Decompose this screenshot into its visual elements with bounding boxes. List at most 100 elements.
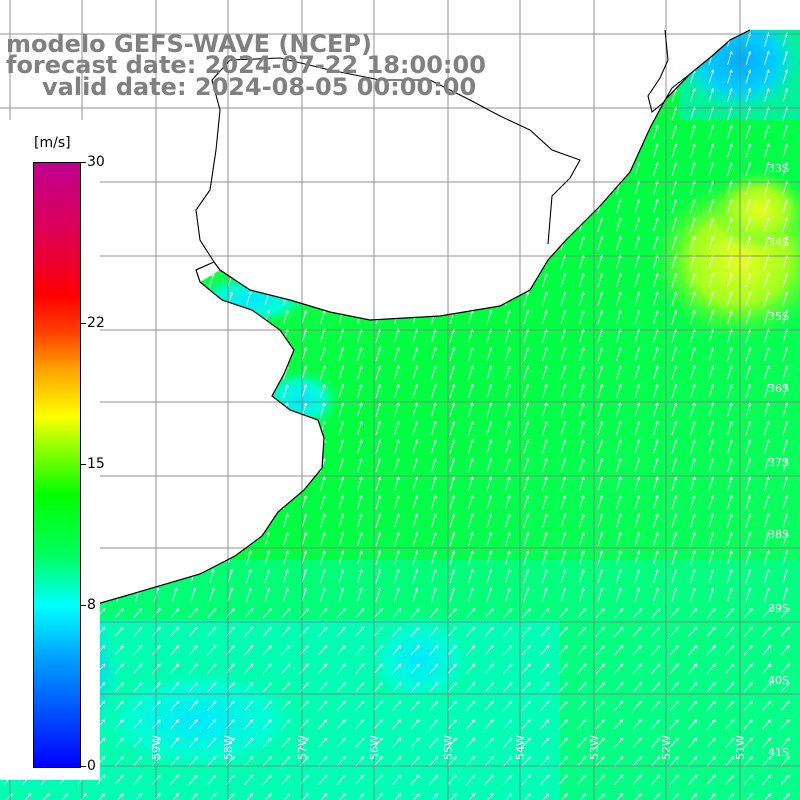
wind-arrow	[782, 589, 787, 602]
wind-arrow	[394, 589, 399, 602]
wind-arrow	[338, 422, 343, 436]
wind-arrow	[579, 589, 584, 602]
wind-arrow	[671, 441, 676, 454]
wind-arrow	[782, 200, 787, 214]
wind-arrow	[449, 404, 454, 417]
wind-arrow	[558, 628, 567, 637]
wind-arrow	[560, 404, 565, 417]
wind-arrow	[727, 589, 732, 602]
wind-arrow	[542, 367, 547, 380]
longitude-label: 52W	[660, 735, 673, 760]
wind-arrow	[595, 609, 604, 619]
wind-arrow	[246, 293, 251, 306]
wind-arrow	[745, 200, 750, 214]
wind-arrow	[690, 182, 695, 195]
wind-arrow	[521, 628, 530, 637]
wind-arrow	[486, 367, 491, 380]
colorbar-tick-mark	[80, 766, 86, 767]
wind-arrow	[375, 570, 380, 584]
wind-arrow	[745, 293, 750, 306]
wind-arrow	[505, 367, 510, 380]
wind-arrow	[558, 609, 567, 619]
latitude-label: 36S	[768, 382, 789, 395]
wind-arrow	[449, 570, 454, 584]
wind-arrow	[671, 126, 676, 140]
wind-arrow	[190, 589, 195, 602]
valid-date: valid date: 2024-08-05 00:00:00	[42, 73, 477, 101]
wind-arrow	[762, 609, 771, 619]
wind-arrow	[614, 646, 623, 656]
colorbar-tick-mark	[80, 605, 86, 606]
wind-arrow	[394, 441, 399, 454]
wind-arrow	[597, 330, 602, 343]
wind-arrow	[634, 496, 639, 510]
wind-arrow	[782, 367, 787, 380]
wind-arrow	[762, 628, 771, 637]
wind-arrow	[782, 459, 787, 473]
wind-arrow	[283, 311, 288, 325]
wind-arrow	[227, 589, 232, 602]
wind-arrow	[597, 293, 602, 306]
wind-arrow	[595, 646, 604, 656]
wind-arrow	[708, 441, 713, 454]
wind-arrow	[338, 385, 343, 399]
wind-arrow	[447, 628, 456, 637]
wind-arrow	[727, 515, 732, 528]
wind-arrow	[283, 589, 288, 602]
wind-arrow	[579, 552, 584, 565]
wind-arrow	[466, 646, 475, 656]
wind-arrow	[634, 478, 639, 491]
wind-arrow	[597, 533, 602, 547]
wind-arrow	[579, 367, 584, 380]
wind-arrow	[727, 89, 732, 103]
wind-arrow	[634, 552, 639, 565]
wind-arrow	[690, 256, 695, 269]
colorbar-tick-label: 0	[87, 758, 96, 774]
wind-arrow	[246, 570, 251, 584]
wind-arrow	[745, 145, 750, 158]
wind-arrow	[336, 609, 345, 619]
wind-arrow	[558, 665, 567, 674]
wind-arrow	[412, 515, 417, 528]
wind-arrow	[745, 552, 750, 565]
wind-arrow	[523, 570, 528, 584]
wind-arrow	[392, 646, 401, 656]
wind-arrow	[505, 385, 510, 399]
wind-arrow	[560, 274, 565, 288]
wind-arrow	[375, 330, 380, 343]
wind-arrow	[486, 348, 491, 362]
wind-arrow	[782, 163, 787, 177]
wind-arrow	[616, 256, 621, 269]
wind-arrow	[708, 126, 713, 140]
wind-arrow	[616, 422, 621, 436]
wind-arrow	[338, 515, 343, 528]
wind-arrow	[708, 422, 713, 436]
wind-arrow	[634, 570, 639, 584]
wind-arrow	[727, 404, 732, 417]
wind-arrow	[782, 219, 787, 232]
wind-arrow	[616, 330, 621, 343]
wind-arrow	[412, 570, 417, 584]
wind-arrow	[782, 293, 787, 306]
wind-arrow	[634, 441, 639, 454]
wind-arrow	[671, 163, 676, 177]
wind-arrow	[394, 570, 399, 584]
wind-arrow	[614, 609, 623, 619]
wind-arrow	[782, 570, 787, 584]
wind-arrow	[597, 274, 602, 288]
wind-arrow	[745, 589, 750, 602]
wind-arrow	[301, 496, 306, 510]
wind-arrow	[616, 441, 621, 454]
wind-arrow	[690, 367, 695, 380]
wind-arrow	[357, 385, 362, 399]
wind-arrow	[651, 628, 660, 637]
wind-arrow	[170, 665, 179, 674]
wind-arrow	[669, 609, 678, 619]
wind-arrow	[357, 367, 362, 380]
wind-arrow	[782, 52, 787, 66]
wind-arrow	[357, 533, 362, 547]
wind-arrow	[764, 237, 769, 251]
wind-arrow	[727, 163, 732, 177]
latitude-label: 41S	[768, 746, 789, 759]
